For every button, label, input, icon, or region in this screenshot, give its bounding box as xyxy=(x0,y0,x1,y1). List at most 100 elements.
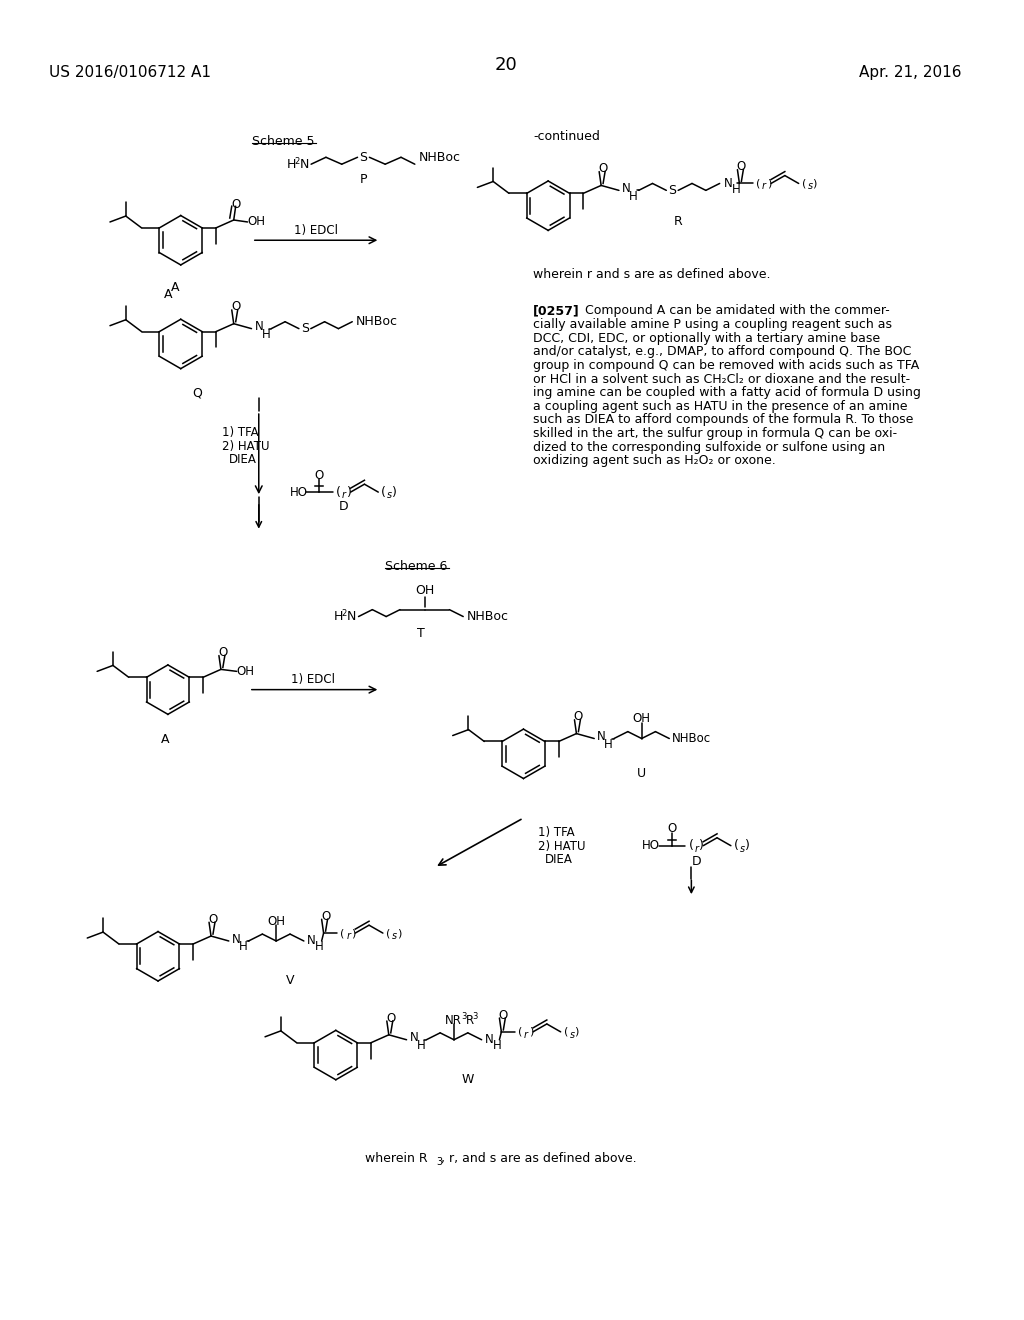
Text: dized to the corresponding sulfoxide or sulfone using an: dized to the corresponding sulfoxide or … xyxy=(534,441,886,454)
Text: group in compound Q can be removed with acids such as TFA: group in compound Q can be removed with … xyxy=(534,359,920,372)
Text: cially available amine P using a coupling reagent such as: cially available amine P using a couplin… xyxy=(534,318,892,331)
Text: ): ) xyxy=(699,840,705,853)
Text: (: ( xyxy=(756,178,761,189)
Text: N: N xyxy=(347,610,356,623)
Text: DIEA: DIEA xyxy=(229,453,257,466)
Text: U: U xyxy=(637,767,646,780)
Text: S: S xyxy=(301,322,309,335)
Text: D: D xyxy=(339,500,348,513)
Text: NHBoc: NHBoc xyxy=(356,315,398,329)
Text: O: O xyxy=(499,1008,508,1022)
Text: r: r xyxy=(762,181,766,191)
Text: O: O xyxy=(321,909,330,923)
Text: O: O xyxy=(667,822,676,836)
Text: H: H xyxy=(314,940,324,953)
Text: S: S xyxy=(359,150,368,164)
Text: V: V xyxy=(286,974,294,987)
Text: O: O xyxy=(598,162,607,176)
Text: O: O xyxy=(314,469,324,482)
Text: ): ) xyxy=(744,840,750,853)
Text: (: ( xyxy=(386,928,390,939)
Text: s: s xyxy=(808,181,813,191)
Text: (: ( xyxy=(563,1027,568,1036)
Text: ): ) xyxy=(812,178,817,189)
Text: (: ( xyxy=(336,486,341,499)
Text: skilled in the art, the sulfur group in formula Q can be oxi-: skilled in the art, the sulfur group in … xyxy=(534,428,897,440)
Text: a coupling agent such as HATU in the presence of an amine: a coupling agent such as HATU in the pre… xyxy=(534,400,908,413)
Text: N: N xyxy=(622,182,631,195)
Text: N: N xyxy=(597,730,606,743)
Text: N: N xyxy=(724,177,732,190)
Text: 20: 20 xyxy=(495,57,517,74)
Text: NHBoc: NHBoc xyxy=(419,150,461,164)
Text: ing amine can be coupled with a fatty acid of formula D using: ing amine can be coupled with a fatty ac… xyxy=(534,387,922,399)
Text: H: H xyxy=(287,157,296,170)
Text: 3: 3 xyxy=(436,1156,442,1167)
Text: A: A xyxy=(171,281,179,294)
Text: r: r xyxy=(524,1030,528,1040)
Text: O: O xyxy=(573,710,583,723)
Text: r: r xyxy=(346,931,350,941)
Text: H: H xyxy=(239,940,248,953)
Text: H: H xyxy=(731,183,740,195)
Text: 2: 2 xyxy=(294,157,300,166)
Text: Scheme 6: Scheme 6 xyxy=(385,560,447,573)
Text: H: H xyxy=(261,329,270,341)
Text: N: N xyxy=(231,932,241,945)
Text: N: N xyxy=(299,157,308,170)
Text: or HCl in a solvent such as CH₂Cl₂ or dioxane and the result-: or HCl in a solvent such as CH₂Cl₂ or di… xyxy=(534,372,910,385)
Text: NR: NR xyxy=(445,1014,462,1027)
Text: A: A xyxy=(161,733,169,746)
Text: NHBoc: NHBoc xyxy=(672,733,712,744)
Text: Scheme 5: Scheme 5 xyxy=(252,135,314,148)
Text: 2: 2 xyxy=(342,609,347,618)
Text: ): ) xyxy=(392,486,397,499)
Text: T: T xyxy=(417,627,425,640)
Text: OH: OH xyxy=(415,585,434,598)
Text: s: s xyxy=(569,1030,574,1040)
Text: 3: 3 xyxy=(473,1011,478,1020)
Text: (: ( xyxy=(802,178,806,189)
Text: O: O xyxy=(386,1011,395,1024)
Text: Compound A can be amidated with the commer-: Compound A can be amidated with the comm… xyxy=(572,305,890,317)
Text: OH: OH xyxy=(267,915,286,928)
Text: wherein R: wherein R xyxy=(366,1152,428,1166)
Text: oxidizing agent such as H₂O₂ or oxone.: oxidizing agent such as H₂O₂ or oxone. xyxy=(534,454,776,467)
Text: r: r xyxy=(694,843,698,854)
Text: ): ) xyxy=(574,1027,579,1036)
Text: H: H xyxy=(493,1039,501,1052)
Text: NHBoc: NHBoc xyxy=(467,610,509,623)
Text: P: P xyxy=(359,173,368,186)
Text: and/or catalyst, e.g., DMAP, to afford compound Q. The BOC: and/or catalyst, e.g., DMAP, to afford c… xyxy=(534,346,911,358)
Text: O: O xyxy=(231,301,241,313)
Text: , r, and s are as defined above.: , r, and s are as defined above. xyxy=(441,1152,637,1166)
Text: such as DIEA to afford compounds of the formula R. To those: such as DIEA to afford compounds of the … xyxy=(534,413,913,426)
Text: 1) EDCl: 1) EDCl xyxy=(292,673,336,686)
Text: Q: Q xyxy=(193,387,203,400)
Text: 1) TFA: 1) TFA xyxy=(222,426,259,440)
Text: DIEA: DIEA xyxy=(545,853,573,866)
Text: HO: HO xyxy=(642,840,660,853)
Text: N: N xyxy=(484,1034,494,1047)
Text: A: A xyxy=(164,288,172,301)
Text: H: H xyxy=(334,610,343,623)
Text: s: s xyxy=(392,931,397,941)
Text: H: H xyxy=(417,1039,425,1052)
Text: ): ) xyxy=(529,1027,534,1036)
Text: Apr. 21, 2016: Apr. 21, 2016 xyxy=(859,65,962,79)
Text: (: ( xyxy=(340,928,345,939)
Text: S: S xyxy=(669,183,676,197)
Text: ): ) xyxy=(767,178,771,189)
Text: O: O xyxy=(208,912,218,925)
Text: N: N xyxy=(255,321,263,333)
Text: W: W xyxy=(462,1073,474,1086)
Text: -continued: -continued xyxy=(534,131,600,143)
Text: wherein r and s are as defined above.: wherein r and s are as defined above. xyxy=(534,268,771,281)
Text: 3: 3 xyxy=(461,1011,466,1020)
Text: (: ( xyxy=(381,486,386,499)
Text: HO: HO xyxy=(290,486,307,499)
Text: ): ) xyxy=(396,928,401,939)
Text: R: R xyxy=(466,1014,474,1027)
Text: 1) EDCl: 1) EDCl xyxy=(294,224,338,236)
Text: OH: OH xyxy=(237,665,255,678)
